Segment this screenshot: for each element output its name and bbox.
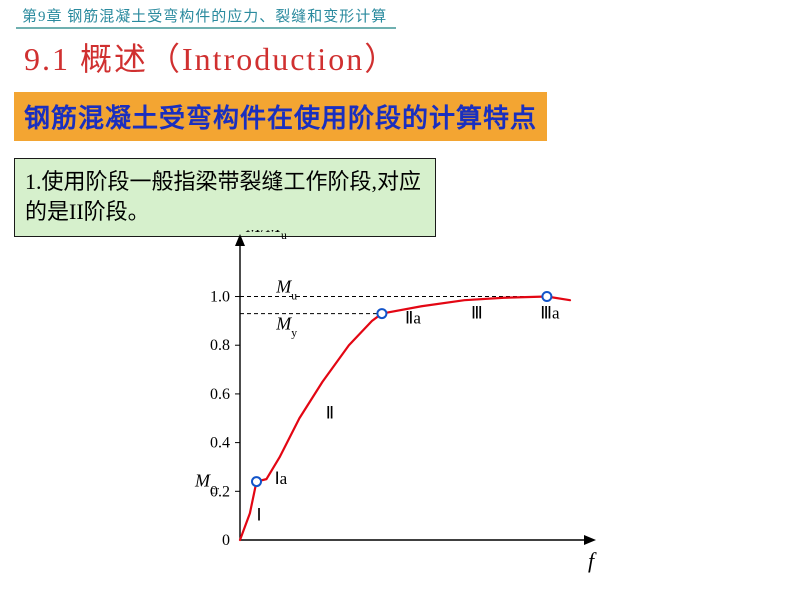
section-title: 9.1 概述（Introduction） [24, 34, 398, 80]
chart-svg: 00.20.40.60.81.0ⅠⅠaⅡⅡaⅢⅢaM/MufMuMyMcr [180, 230, 620, 590]
svg-text:f: f [588, 548, 597, 573]
svg-text:0.8: 0.8 [210, 337, 230, 354]
svg-text:Ⅰa: Ⅰa [275, 469, 288, 488]
svg-text:Mu: Mu [275, 277, 297, 303]
svg-text:Ⅲ: Ⅲ [471, 304, 483, 323]
svg-text:1.0: 1.0 [210, 289, 230, 306]
svg-text:0.6: 0.6 [210, 386, 230, 403]
svg-text:My: My [275, 314, 297, 340]
slide-page: 第9章 钢筋混凝土受弯构件的应力、裂缝和变形计算 9.1 概述（Introduc… [0, 0, 800, 600]
moment-deflection-chart: 00.20.40.60.81.0ⅠⅠaⅡⅡaⅢⅢaM/MufMuMyMcr [180, 230, 620, 590]
svg-text:Ⅱa: Ⅱa [405, 308, 421, 327]
breadcrumb: 第9章 钢筋混凝土受弯构件的应力、裂缝和变形计算 [22, 5, 387, 26]
svg-text:0.4: 0.4 [210, 435, 230, 452]
svg-text:0: 0 [222, 532, 230, 549]
svg-text:Ⅲa: Ⅲa [540, 304, 560, 323]
svg-text:M/Mu: M/Mu [245, 230, 287, 242]
subtitle-band: 钢筋混凝土受弯构件在使用阶段的计算特点 [14, 92, 547, 141]
header-rule [16, 27, 396, 29]
svg-text:Mcr: Mcr [194, 471, 219, 497]
svg-text:Ⅰ: Ⅰ [257, 506, 262, 525]
note-box: 1.使用阶段一般指梁带裂缝工作阶段,对应的是II阶段。 [14, 158, 436, 237]
svg-text:Ⅱ: Ⅱ [326, 403, 334, 422]
